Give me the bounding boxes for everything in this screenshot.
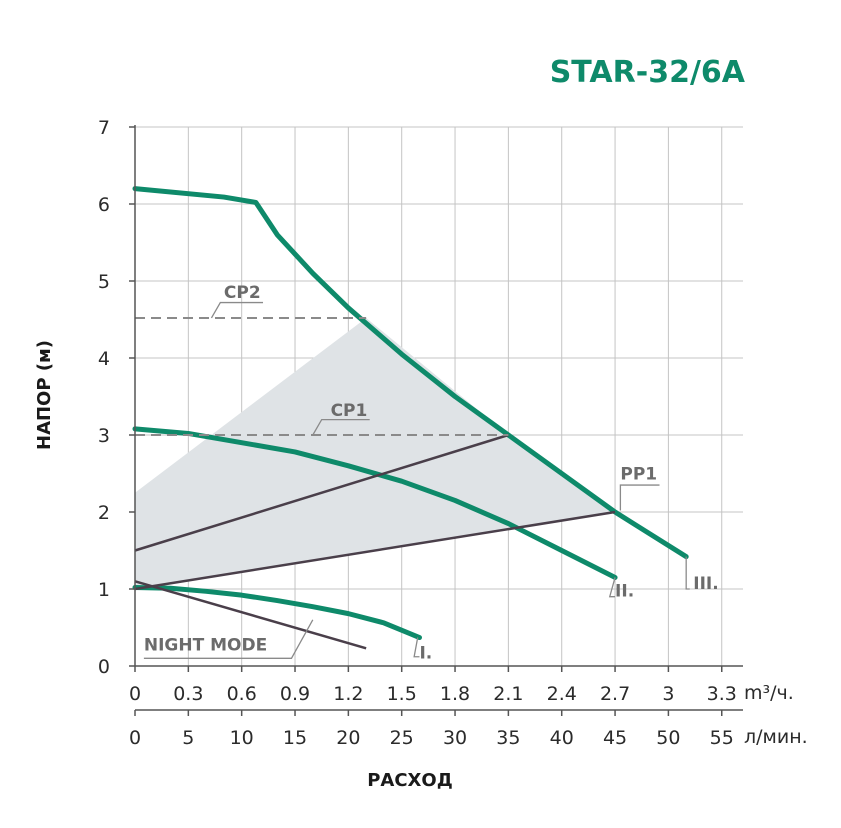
series-line-iii [132, 186, 689, 560]
y-tick-label: 7 [98, 117, 110, 139]
y-tick-label: 3 [98, 425, 110, 447]
x-tick-label: 1.2 [333, 683, 363, 705]
x2-tick-label: 10 [230, 727, 254, 749]
axes [129, 125, 743, 716]
x2-tick-label: 5 [182, 727, 194, 749]
series-labels: III. II. I. NIGHT MODE PP1 CP1 CP2 [143, 283, 719, 663]
series-line-pp1 [134, 510, 616, 591]
x2-tick-label: 20 [336, 727, 360, 749]
x-tick-label: 1.5 [387, 683, 417, 705]
y-tick-label: 1 [98, 579, 110, 601]
series-lines [132, 186, 689, 650]
y-tick-label: 2 [98, 502, 110, 524]
x-unit-primary: m³/ч. [744, 682, 794, 704]
regulation-area-fill [135, 317, 616, 589]
x2-tick-label: 55 [710, 727, 734, 749]
x-tick-label: 2.7 [600, 683, 630, 705]
y-tick-label: 0 [98, 656, 110, 678]
x-tick-label: 0 [129, 683, 141, 705]
series-label-cp2: CP2 [224, 283, 261, 303]
tick-labels: 0 0.3 0.6 0.9 1.2 1.5 1.8 2.1 2.4 2.7 3 3.301234567… [98, 117, 737, 749]
x2-tick-label: 15 [283, 727, 307, 749]
x-axis-title: РАСХОД [367, 770, 453, 791]
series-label-pp1: PP1 [620, 465, 657, 485]
x-tick-label: 2.4 [547, 683, 577, 705]
chart-title: STAR-32/6A [550, 55, 746, 90]
leader-line-cp2 [210, 301, 264, 319]
x2-tick-label: 40 [550, 727, 574, 749]
x2-tick-label: 35 [496, 727, 520, 749]
y-tick-label: 6 [98, 194, 110, 216]
series-label-cp1: CP1 [331, 401, 368, 421]
series-label-night-mode: NIGHT MODE [144, 636, 267, 656]
y-axis-title: НАПОР (м) [34, 340, 55, 450]
leader-line-pp1 [619, 484, 660, 511]
series-label-iii: III. [693, 574, 718, 594]
series-line-night-mode [134, 580, 367, 650]
x-tick-label: 0.9 [280, 683, 310, 705]
leader-line-iii [685, 556, 690, 590]
leader-line-night-mode [143, 619, 314, 659]
y-tick-label: 5 [98, 271, 110, 293]
series-line-ii [132, 426, 618, 580]
x-tick-label: 2.1 [493, 683, 523, 705]
y-tick-label: 4 [98, 348, 110, 370]
x2-tick-label: 50 [656, 727, 680, 749]
series-line-i [132, 584, 422, 641]
x-tick-label: 0.6 [227, 683, 257, 705]
x2-tick-label: 30 [443, 727, 467, 749]
leader-line-cp1 [312, 418, 370, 436]
leader-line-i [413, 637, 420, 658]
x-tick-label: 0.3 [173, 683, 203, 705]
series-label-i: I. [419, 643, 432, 663]
x2-tick-label: 0 [129, 727, 141, 749]
series-label-ii: II. [615, 582, 634, 602]
x2-tick-label: 45 [603, 727, 627, 749]
regulation-area [135, 317, 616, 589]
x-tick-label: 1.8 [440, 683, 470, 705]
leader-line-ii [608, 577, 616, 598]
x-tick-label: 3 [662, 683, 674, 705]
x-unit-secondary: л/мин. [744, 726, 808, 748]
x2-tick-label: 25 [390, 727, 414, 749]
series-line-regulation [134, 433, 509, 552]
x-tick-label: 3.3 [707, 683, 737, 705]
